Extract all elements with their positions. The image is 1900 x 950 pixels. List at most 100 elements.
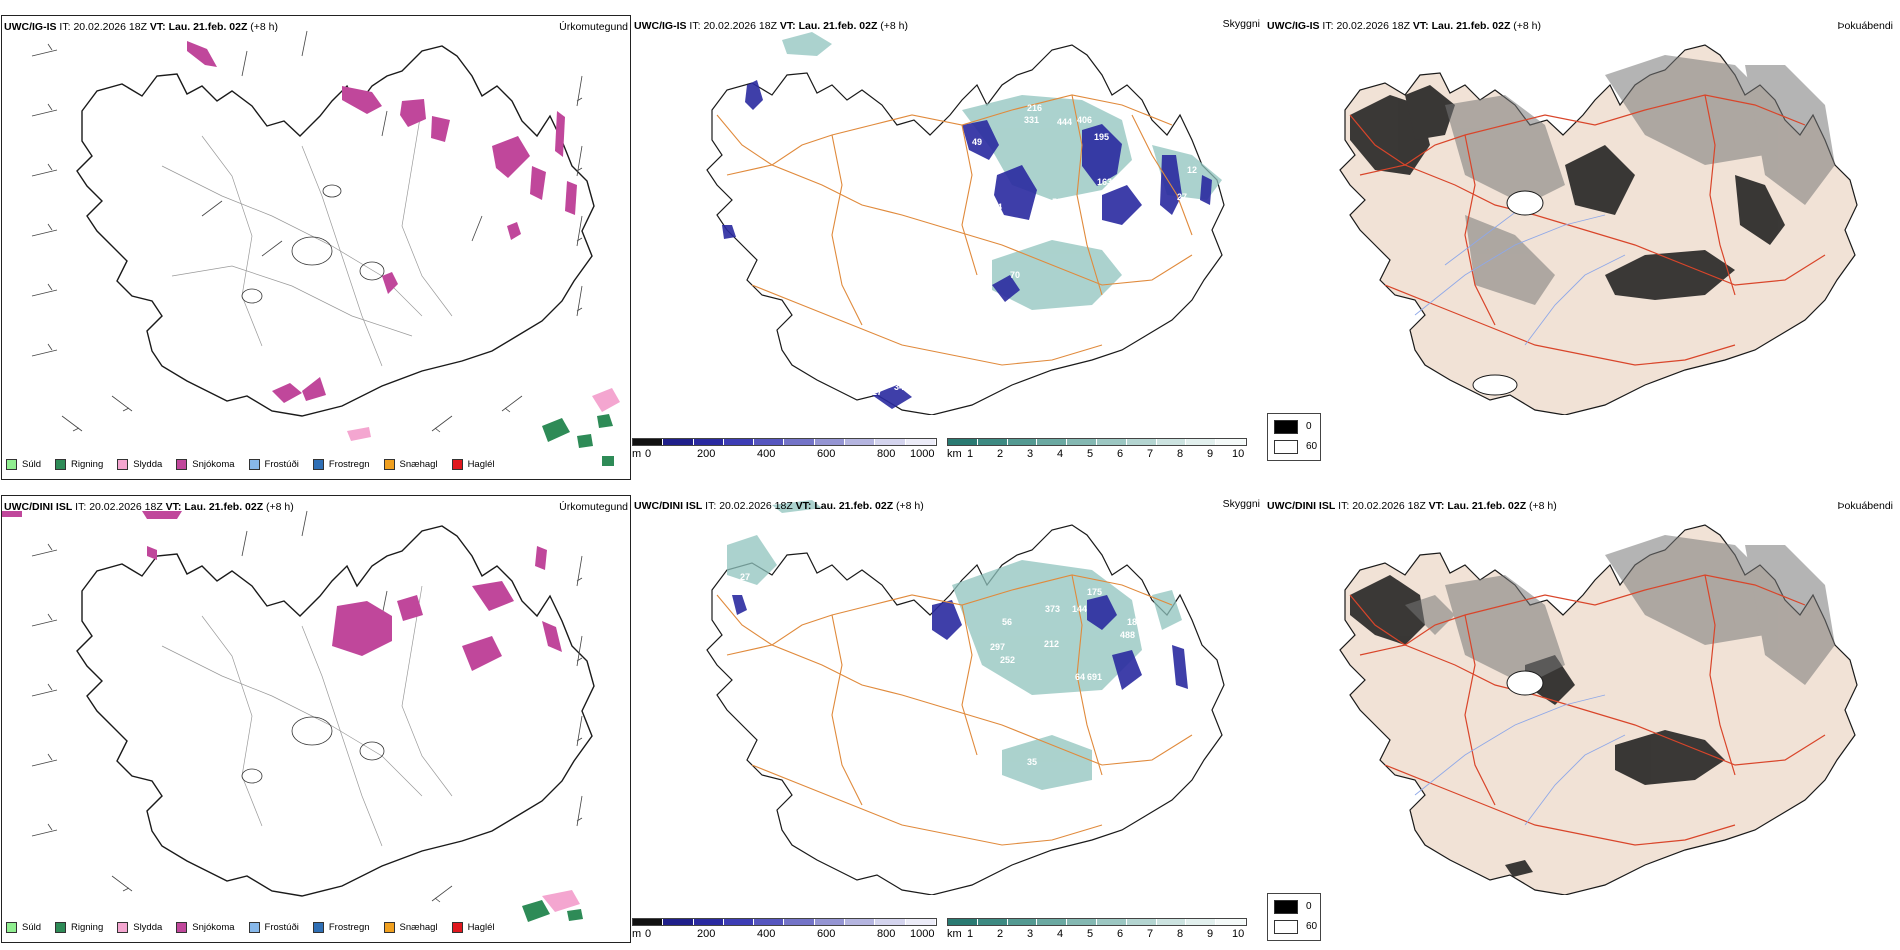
legend-item: Rigning — [55, 458, 103, 470]
visibility-value: 34 — [894, 382, 904, 392]
colorbar-tick: 600 — [817, 448, 836, 460]
colorbar-tick: 800 — [877, 928, 896, 940]
colorbar-tick: 9 — [1207, 448, 1214, 460]
colorbar-tick: 200 — [697, 448, 716, 460]
panel-variable-label: Skyggni — [1222, 498, 1260, 510]
visibility-value: 56 — [1002, 617, 1012, 627]
colorbar-tick: 6 — [1117, 448, 1124, 460]
legend-item: Súld — [6, 921, 41, 933]
colorbar-unit: m — [632, 928, 642, 940]
visibility-value: 72 — [977, 177, 987, 187]
legend-item: Frostúði — [248, 458, 299, 470]
colorbar-tick: 800 — [877, 448, 896, 460]
visibility-value: 144 — [1072, 604, 1087, 614]
visibility-colorbar-bar — [947, 918, 1247, 926]
panel-title: UWC/DINI ISL IT: 20.02.2026 18Z VT: Lau.… — [634, 500, 924, 512]
colorbar-tick: 400 — [757, 448, 776, 460]
legend-swatch — [312, 921, 324, 933]
fog-map-row2 — [1339, 524, 1858, 895]
colorbar-tick: 7 — [1147, 448, 1154, 460]
fog-legend-label: 60 — [1306, 441, 1318, 452]
precip-map-row2 — [2, 510, 595, 922]
panel-title: UWC/IG-IS IT: 20.02.2026 18Z VT: Lau. 21… — [1267, 20, 1542, 32]
colorbar-tick: 3 — [1027, 928, 1034, 940]
visibility-value: 691 — [1087, 672, 1102, 682]
legend-item: Snæhagl — [383, 921, 438, 933]
fog-map-row1 — [1339, 44, 1858, 415]
colorbar-unit: km — [947, 928, 962, 940]
visibility-value: 373 — [1045, 604, 1060, 614]
legend-swatch — [117, 921, 129, 933]
visibility-value: 124 — [987, 202, 1002, 212]
legend-item: Slydda — [117, 921, 162, 933]
legend-item: Frostregn — [312, 921, 370, 933]
colorbar-tick: 2 — [997, 928, 1004, 940]
fog-legend-label: 0 — [1306, 421, 1312, 432]
visibility-value: 33 — [770, 582, 780, 592]
precip-type-panel-row1: UWC/IG-IS IT: 20.02.2026 18Z VT: Lau. 21… — [1, 15, 631, 480]
colorbar-tick: 8 — [1177, 928, 1184, 940]
legend-item: Frostregn — [312, 458, 370, 470]
colorbar-tick: 8 — [1177, 448, 1184, 460]
colorbar-tick: 4 — [1057, 928, 1064, 940]
visibility-value: 216 — [1027, 103, 1042, 113]
legend-swatch — [248, 921, 260, 933]
fog-legend-label: 0 — [1306, 901, 1312, 912]
fog-legend-swatch — [1274, 420, 1298, 434]
panel-title: UWC/IG-IS IT: 20.02.2026 18Z VT: Lau. 21… — [634, 20, 909, 32]
visibility-map-row1: 216 331 444 406 195 104 124 163 27 49 59… — [706, 32, 1225, 415]
colorbar-tick: 10 — [1232, 928, 1245, 940]
legend-item: Haglél — [451, 458, 495, 470]
panel-title: UWC/DINI ISL IT: 20.02.2026 18Z VT: Lau.… — [1267, 500, 1557, 512]
panel-title: UWC/IG-IS IT: 20.02.2026 18Z VT: Lau. 21… — [4, 21, 279, 33]
legend-item: Súld — [6, 458, 41, 470]
panel-variable-label: Úrkomutegund — [559, 21, 628, 33]
legend-swatch — [176, 458, 188, 470]
legend-swatch — [55, 458, 67, 470]
legend-swatch — [248, 458, 260, 470]
visibility-value: 444 — [1057, 117, 1072, 127]
visibility-value: 212 — [1044, 639, 1059, 649]
fog-legend-row2: 0 60 — [1267, 893, 1321, 941]
panel-variable-label: Þokuábendi — [1837, 20, 1893, 32]
fog-legend-label: 60 — [1306, 921, 1318, 932]
fog-legend-row1: 0 60 — [1267, 413, 1321, 461]
colorbar-tick: 2 — [997, 448, 1004, 460]
legend-swatch — [451, 458, 463, 470]
panel-variable-label: Úrkomutegund — [559, 501, 628, 513]
colorbar-tick: 1000 — [910, 448, 935, 460]
colorbar-tick: 5 — [1087, 448, 1094, 460]
visibility-value: 59 — [1052, 197, 1062, 207]
colorbar-tick: 3 — [1027, 448, 1034, 460]
colorbar-tick: 1 — [967, 448, 974, 460]
legend-item: Frostúði — [248, 921, 299, 933]
visibility-panel-row1: 216 331 444 406 195 104 124 163 27 49 59… — [632, 15, 1262, 480]
visibility-value: 406 — [1077, 115, 1092, 125]
panel-title: UWC/DINI ISL IT: 20.02.2026 18Z VT: Lau.… — [4, 501, 294, 513]
colorbar-tick: 4 — [1057, 448, 1064, 460]
visibility-value: 188 — [1127, 617, 1142, 627]
colorbar-tick: 400 — [757, 928, 776, 940]
fog-panel-row1: UWC/IG-IS IT: 20.02.2026 18Z VT: Lau. 21… — [1265, 15, 1895, 480]
colorbar-tick: 600 — [817, 928, 836, 940]
visibility-value: 64 — [1075, 672, 1085, 682]
precip-type-legend: Súld Rigning Slydda Snjókoma Frostúði Fr… — [6, 918, 509, 936]
visibility-value: 49 — [972, 137, 982, 147]
visibility-value: 195 — [1094, 132, 1109, 142]
legend-item: Snjókoma — [176, 458, 235, 470]
colorbar-tick: 6 — [1117, 928, 1124, 940]
legend-swatch — [55, 921, 67, 933]
legend-swatch — [6, 458, 17, 470]
panel-variable-label: Skyggni — [1222, 18, 1260, 30]
visibility-value: 175 — [1087, 587, 1102, 597]
colorbar-tick: 10 — [1232, 448, 1245, 460]
colorbar-unit: m — [632, 448, 642, 460]
visibility-colorbar-bar — [947, 438, 1247, 446]
visibility-value: 70 — [1010, 270, 1020, 280]
colorbar-tick: 9 — [1207, 928, 1214, 940]
visibility-value: 27 — [740, 572, 750, 582]
colorbar-tick: 0 — [645, 448, 652, 460]
visibility-value: 27 — [1177, 192, 1187, 202]
visibility-value: 35 — [1027, 757, 1037, 767]
visibility-value: 27 — [872, 387, 882, 397]
